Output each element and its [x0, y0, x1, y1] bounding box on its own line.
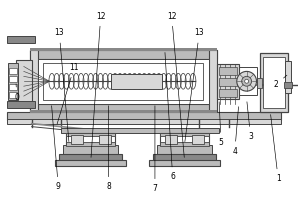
Bar [263, 57, 285, 108]
Circle shape [245, 79, 249, 83]
Bar [63, 145, 118, 155]
Bar [149, 160, 220, 166]
Bar [44, 63, 203, 100]
Bar [66, 133, 116, 136]
Bar [30, 50, 217, 59]
Bar [160, 142, 209, 146]
Bar [219, 89, 237, 97]
Bar [30, 50, 38, 113]
Bar [38, 59, 209, 104]
Text: 9: 9 [52, 106, 61, 191]
Bar [9, 84, 17, 90]
Bar [219, 78, 237, 86]
Bar [9, 92, 17, 98]
Text: 12: 12 [167, 12, 184, 157]
Bar [192, 135, 204, 144]
Bar [30, 110, 217, 113]
Bar [71, 135, 83, 144]
Circle shape [242, 76, 252, 86]
Bar [160, 133, 209, 136]
Bar [55, 160, 126, 166]
Bar [284, 82, 292, 88]
Text: 11: 11 [57, 63, 79, 124]
Text: 13: 13 [55, 28, 69, 142]
Bar [219, 67, 237, 75]
Bar [16, 60, 32, 103]
Bar [256, 78, 262, 88]
Bar [30, 104, 217, 113]
Text: 2: 2 [274, 75, 287, 89]
Bar [59, 154, 122, 161]
Bar [153, 154, 216, 161]
Text: 5: 5 [219, 102, 224, 147]
Text: 3: 3 [247, 102, 253, 141]
Bar [111, 74, 162, 89]
Bar [165, 135, 177, 144]
Bar [9, 76, 17, 82]
Bar [66, 142, 116, 146]
Bar [30, 48, 217, 51]
Bar [285, 61, 291, 93]
Bar [217, 64, 239, 99]
Text: 13: 13 [185, 28, 204, 142]
Bar [160, 133, 209, 146]
Circle shape [237, 71, 256, 91]
Bar [157, 145, 212, 155]
Bar [239, 67, 256, 95]
Text: 7: 7 [152, 106, 158, 193]
Text: 1: 1 [271, 115, 281, 183]
Text: 6: 6 [165, 52, 175, 181]
Bar [99, 135, 111, 144]
Bar [66, 133, 116, 146]
Text: 12: 12 [91, 12, 105, 157]
Bar [7, 101, 34, 108]
Bar [61, 128, 219, 133]
Text: 8: 8 [106, 106, 111, 191]
Bar [7, 119, 281, 124]
Bar [7, 112, 281, 120]
Bar [209, 50, 217, 113]
Bar [8, 63, 18, 100]
Bar [7, 36, 34, 43]
Bar [9, 68, 17, 74]
Bar [260, 53, 288, 112]
Text: 0: 0 [14, 84, 19, 102]
Text: 4: 4 [232, 107, 238, 156]
